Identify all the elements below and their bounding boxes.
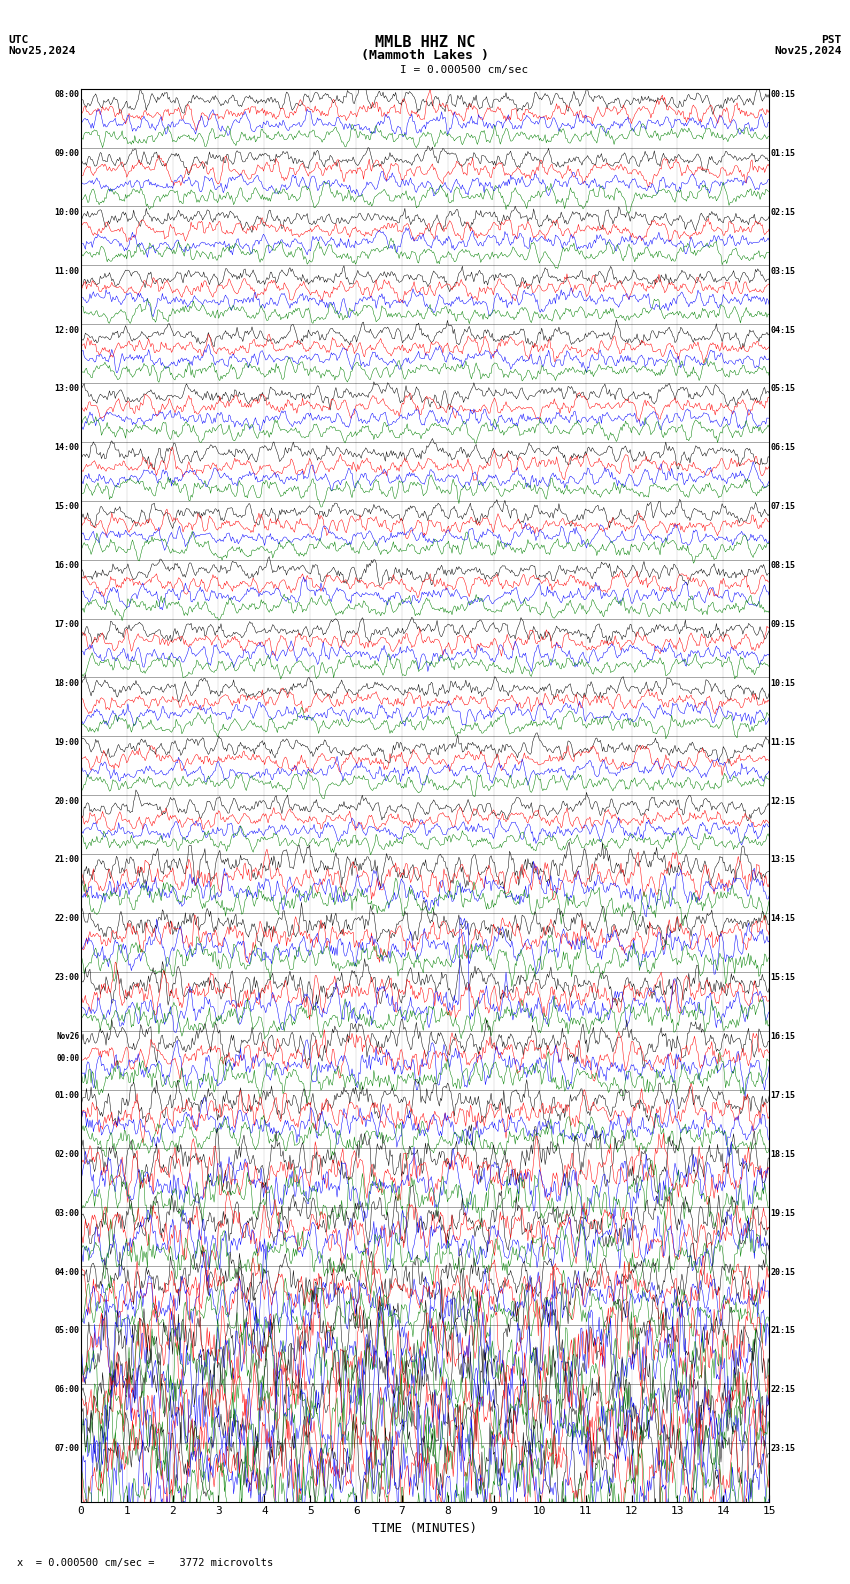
Text: 21:15: 21:15 <box>771 1326 796 1335</box>
Text: 00:15: 00:15 <box>771 90 796 100</box>
Text: 18:15: 18:15 <box>771 1150 796 1159</box>
Text: 23:00: 23:00 <box>54 973 79 982</box>
Text: 17:00: 17:00 <box>54 619 79 629</box>
Text: 19:00: 19:00 <box>54 738 79 746</box>
Text: 04:15: 04:15 <box>771 326 796 334</box>
Text: 22:15: 22:15 <box>771 1386 796 1394</box>
Text: 05:00: 05:00 <box>54 1326 79 1335</box>
Text: 03:00: 03:00 <box>54 1209 79 1218</box>
Text: 10:15: 10:15 <box>771 680 796 687</box>
Text: 07:15: 07:15 <box>771 502 796 512</box>
Text: 16:00: 16:00 <box>54 561 79 570</box>
Text: I = 0.000500 cm/sec: I = 0.000500 cm/sec <box>400 65 528 74</box>
Text: 04:00: 04:00 <box>54 1267 79 1277</box>
Text: 10:00: 10:00 <box>54 208 79 217</box>
Text: MMLB HHZ NC: MMLB HHZ NC <box>375 35 475 49</box>
Text: 13:15: 13:15 <box>771 855 796 865</box>
Text: 11:00: 11:00 <box>54 266 79 276</box>
Text: 06:15: 06:15 <box>771 444 796 453</box>
Text: 12:15: 12:15 <box>771 797 796 806</box>
Text: 17:15: 17:15 <box>771 1091 796 1099</box>
Text: 06:00: 06:00 <box>54 1386 79 1394</box>
Text: 01:00: 01:00 <box>54 1091 79 1099</box>
Text: 20:00: 20:00 <box>54 797 79 806</box>
Text: 19:15: 19:15 <box>771 1209 796 1218</box>
Text: 15:15: 15:15 <box>771 973 796 982</box>
Text: 23:15: 23:15 <box>771 1445 796 1453</box>
Text: 00:00: 00:00 <box>56 1055 79 1063</box>
Text: 05:15: 05:15 <box>771 385 796 393</box>
Text: (Mammoth Lakes ): (Mammoth Lakes ) <box>361 49 489 62</box>
Text: 09:15: 09:15 <box>771 619 796 629</box>
Text: 20:15: 20:15 <box>771 1267 796 1277</box>
Text: 11:15: 11:15 <box>771 738 796 746</box>
Text: 14:00: 14:00 <box>54 444 79 453</box>
X-axis label: TIME (MINUTES): TIME (MINUTES) <box>372 1522 478 1535</box>
Text: 15:00: 15:00 <box>54 502 79 512</box>
Text: 12:00: 12:00 <box>54 326 79 334</box>
Text: 16:15: 16:15 <box>771 1033 796 1041</box>
Text: 14:15: 14:15 <box>771 914 796 923</box>
Text: 13:00: 13:00 <box>54 385 79 393</box>
Text: 02:00: 02:00 <box>54 1150 79 1159</box>
Text: 08:00: 08:00 <box>54 90 79 100</box>
Text: UTC
Nov25,2024: UTC Nov25,2024 <box>8 35 76 57</box>
Text: 09:00: 09:00 <box>54 149 79 158</box>
Text: PST
Nov25,2024: PST Nov25,2024 <box>774 35 842 57</box>
Text: 21:00: 21:00 <box>54 855 79 865</box>
Text: 02:15: 02:15 <box>771 208 796 217</box>
Text: 03:15: 03:15 <box>771 266 796 276</box>
Text: 07:00: 07:00 <box>54 1445 79 1453</box>
Text: Nov26: Nov26 <box>56 1033 79 1041</box>
Text: 18:00: 18:00 <box>54 680 79 687</box>
Text: x  = 0.000500 cm/sec =    3772 microvolts: x = 0.000500 cm/sec = 3772 microvolts <box>17 1559 273 1568</box>
Text: 08:15: 08:15 <box>771 561 796 570</box>
Text: 01:15: 01:15 <box>771 149 796 158</box>
Text: 22:00: 22:00 <box>54 914 79 923</box>
